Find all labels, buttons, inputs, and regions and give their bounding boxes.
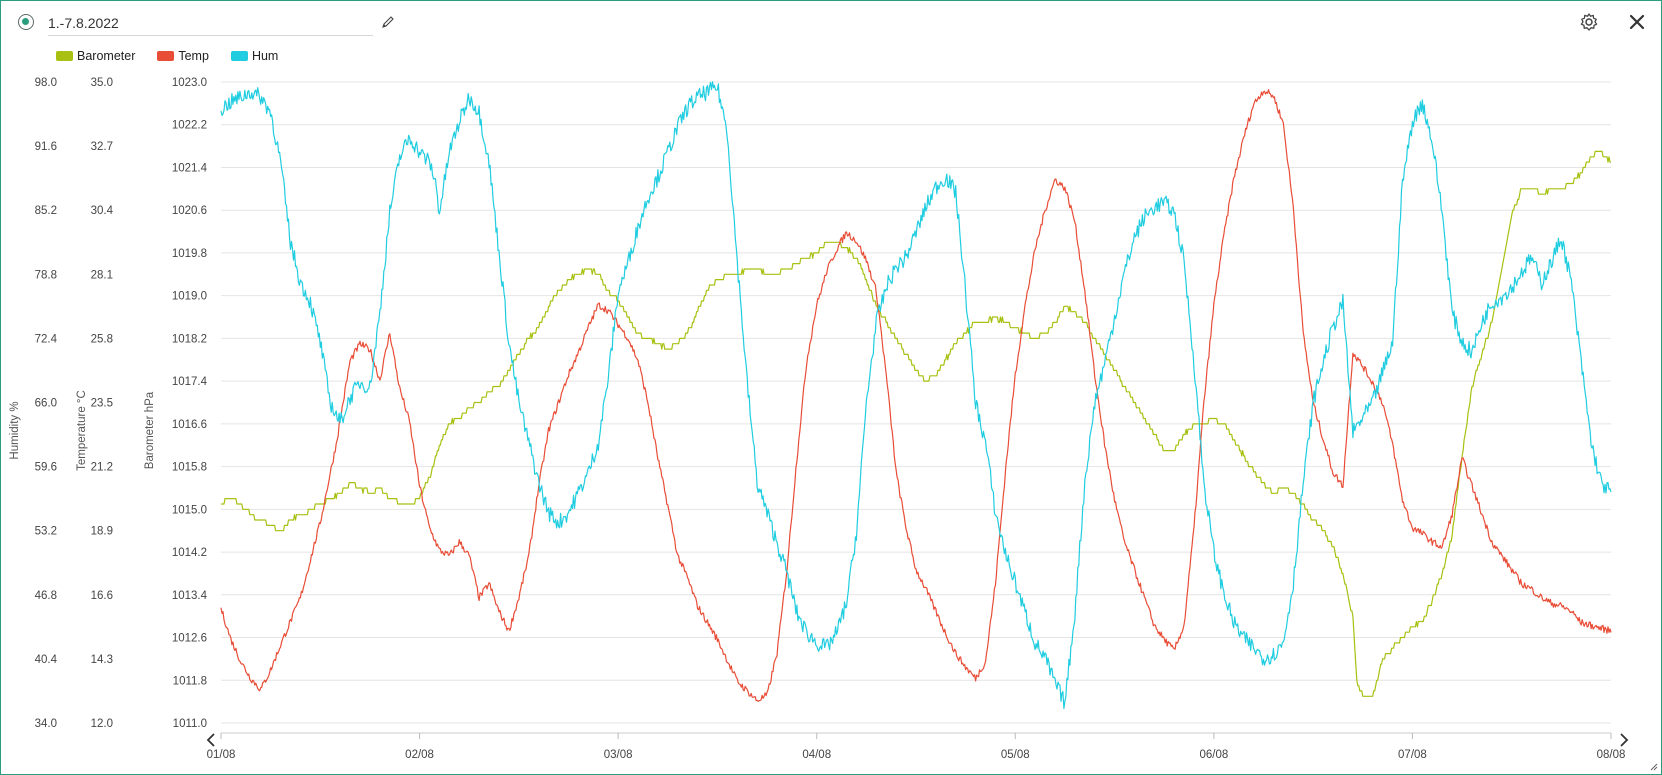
axis-tick-label: 85.2 [35,205,57,217]
axis-tick-label: 1012.6 [172,633,207,645]
pencil-icon[interactable] [380,14,396,30]
axis-tick-label: 1017.4 [172,376,208,388]
series-line-temp [220,89,1612,702]
axis-tick-label: 59.6 [35,462,57,474]
axis-tick-label: 78.8 [35,269,57,281]
axis-tick-label: 98.0 [35,77,57,89]
axis-tick-label: 72.4 [35,333,58,345]
axis-tick-label: 66.0 [35,398,57,410]
legend-item-temp[interactable]: Temp [157,49,209,63]
axis-title: Barometer hPa [144,391,156,469]
header-bar [1,1,1661,45]
x-tick-label: 08/08 [1597,749,1626,761]
x-tick-label: 01/08 [207,749,236,761]
series-line-hum [220,81,1612,710]
legend-item-hum[interactable]: Hum [230,49,279,63]
axis-tick-label: 1021.4 [172,162,208,174]
x-tick-label: 02/08 [405,749,434,761]
axis-tick-label: 91.6 [35,141,57,153]
axis-tick-label: 1011.8 [173,675,207,687]
axis-tick-label: 23.5 [91,398,113,410]
resize-grip-icon[interactable] [1650,763,1658,771]
axis-tick-label: 21.2 [91,462,113,474]
x-tick-label: 07/08 [1398,749,1427,761]
legend-swatch [157,51,175,61]
axis-tick-label: 28.1 [91,269,113,281]
axis-tick-label: 35.0 [91,77,113,89]
axis-tick-label: 46.8 [35,590,57,602]
chart-legend: Barometer Temp Hum [56,47,300,65]
chevron-left-icon[interactable] [206,733,215,747]
x-tick-label: 04/08 [802,749,831,761]
axis-tick-label: 18.9 [91,526,113,538]
axis-tick-label: 1022.2 [172,120,207,132]
axis-tick-label: 1015.8 [172,462,207,474]
gear-icon[interactable] [1579,12,1599,32]
legend-label: Barometer [77,49,136,63]
axis-tick-label: 34.0 [35,718,57,730]
x-tick-label: 06/08 [1199,749,1228,761]
axis-tick-label: 1018.2 [172,333,207,345]
axis-tick-label: 14.3 [91,654,113,666]
series-line-barometer [221,150,1611,697]
axis-title: Temperature °C [76,390,88,471]
axis-tick-label: 16.6 [91,590,113,602]
legend-swatch [56,51,73,61]
legend-label: Temp [178,49,209,63]
axis-tick-label: 40.4 [35,654,58,666]
axis-title: Humidity % [9,401,21,459]
chevron-right-icon[interactable] [1620,733,1629,747]
axis-tick-label: 1023.0 [172,77,207,89]
axis-tick-label: 53.2 [35,526,57,538]
axis-tick-label: 1020.6 [172,205,207,217]
close-icon[interactable] [1627,12,1647,32]
x-tick-label: 05/08 [1001,749,1030,761]
axis-tick-label: 1015.0 [172,504,207,516]
axis-tick-label: 32.7 [91,141,113,153]
legend-swatch [230,51,248,61]
axis-tick-label: 12.0 [91,718,113,730]
legend-item-barometer[interactable]: Barometer [56,49,135,63]
axis-tick-label: 25.8 [91,333,113,345]
axis-tick-label: 1019.0 [172,291,207,303]
radio-selected-icon[interactable] [18,14,34,30]
axis-tick-label: 30.4 [91,205,114,217]
axis-tick-label: 1016.6 [172,419,207,431]
axis-tick-label: 1011.0 [173,718,207,730]
axis-tick-label: 1019.8 [172,248,207,260]
axis-tick-label: 1014.2 [172,547,207,559]
axis-tick-label: 1013.4 [172,590,208,602]
x-tick-label: 03/08 [604,749,633,761]
title-input[interactable] [48,11,373,36]
legend-label: Hum [251,49,279,63]
